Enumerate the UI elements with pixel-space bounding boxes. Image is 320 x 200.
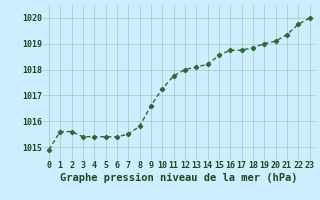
X-axis label: Graphe pression niveau de la mer (hPa): Graphe pression niveau de la mer (hPa) bbox=[60, 173, 298, 183]
